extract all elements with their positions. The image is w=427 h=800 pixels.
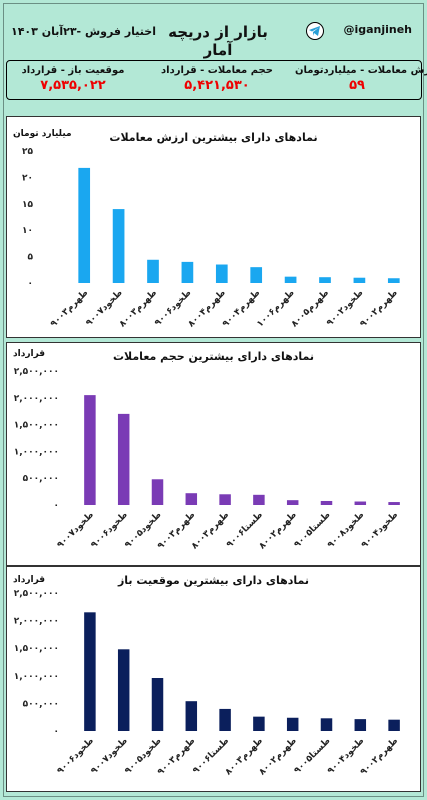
y-tick-label: ۰: [28, 279, 34, 289]
open-interest-plot: ۰ ۵۰۰,۰۰۰ ۱,۰۰۰,۰۰۰ ۱,۵۰۰,۰۰۰ ۲,۰۰۰,۰۰۰ ۲,۵۰۰…: [14, 589, 401, 777]
y-tick-label: ۵۰۰,۰۰۰: [23, 699, 59, 709]
open-interest-stat: موقعیت باز - قرارداد ۷,۵۳۵,۰۲۲: [11, 65, 135, 93]
bar: [253, 716, 265, 731]
bar: [250, 267, 263, 283]
bar: [112, 209, 125, 283]
chart-title: نمادهای دارای بیشترین ارزش معاملات: [109, 131, 318, 144]
x-tick-label: طهرم۸۰۰۵: [290, 288, 331, 329]
y-tick-label: ۲,۵۰۰,۰۰۰: [14, 367, 59, 377]
bar: [117, 649, 130, 731]
y-tick-label: ۵۰۰,۰۰۰: [23, 474, 59, 484]
bar: [147, 259, 159, 283]
bar: [185, 701, 198, 731]
y-tick-label: ۱,۰۰۰,۰۰۰: [14, 447, 59, 457]
trade-value-plot: ۰۵۱۰۱۵۲۰۲۵طهرم۹۰۰۳طخود۹۰۰۷طهرم۸۰۰۳طخود۹۰…: [22, 147, 400, 329]
bar: [151, 678, 164, 731]
bar: [215, 264, 228, 283]
bar: [219, 494, 231, 505]
bar: [388, 719, 400, 731]
y-tick-label: ۲,۰۰۰,۰۰۰: [14, 394, 59, 404]
bar: [151, 479, 164, 505]
bar: [286, 717, 299, 731]
bar: [181, 261, 194, 283]
bar: [84, 395, 96, 505]
bar: [78, 167, 91, 283]
outer-frame: [3, 3, 424, 797]
y-tick-label: ۵: [28, 253, 34, 263]
y-axis-label: قرارداد: [13, 575, 46, 585]
x-tick-label: طهرم۹۰۰۲: [358, 288, 399, 329]
y-tick-label: ۱,۰۰۰,۰۰۰: [14, 672, 59, 682]
summary-stats: موقعیت باز - قرارداد ۷,۵۳۵,۰۲۲ حجم معامل…: [6, 60, 427, 100]
bar: [84, 612, 96, 731]
trade-value-value: ۵۹: [349, 78, 365, 93]
y-tick-label: ۲۵: [22, 147, 33, 157]
bar: [354, 719, 367, 731]
bar: [319, 277, 331, 283]
volume-value: ۵,۴۲۱,۵۳۰: [184, 78, 250, 93]
y-tick-label: ۱۰: [22, 226, 33, 236]
chart-title: نمادهای دارای بیشترین حجم معاملات: [112, 350, 315, 363]
report-date: اختیار فروش -۲۳آبان ۱۴۰۳: [11, 25, 156, 38]
y-tick-label: ۰: [54, 727, 60, 737]
open-interest-value: ۷,۵۳۵,۰۲۲: [40, 78, 106, 93]
y-tick-label: ۱,۵۰۰,۰۰۰: [14, 644, 59, 654]
page-title: بازار از دریچه آمار: [168, 23, 268, 59]
bar: [284, 276, 297, 283]
telegram-icon: [306, 22, 324, 40]
bar: [185, 493, 198, 505]
bar: [253, 494, 265, 505]
trade-value-chart: نمادهای دارای بیشترین ارزش معاملات میلیا…: [6, 116, 421, 338]
open-interest-chart: نمادهای دارای بیشترین موقعیت باز قرارداد…: [6, 566, 421, 792]
y-tick-label: ۲,۵۰۰,۰۰۰: [14, 589, 59, 599]
bar: [354, 501, 367, 505]
header: اختیار فروش -۲۳آبان ۱۴۰۳ بازار از دریچه …: [3, 3, 424, 59]
x-tick-label: طهرم۹۰۰۳: [49, 288, 90, 329]
trade-value-stat: ارزش معاملات - میلیاردتومان ۵۹: [295, 65, 427, 93]
y-tick-label: ۱۵: [22, 200, 33, 210]
y-tick-label: ۲۰: [22, 173, 33, 183]
y-axis-label: میلیارد تومان: [13, 129, 72, 139]
channel-handle[interactable]: @iganjineh: [343, 23, 412, 36]
volume-chart: نمادهای دارای بیشترین حجم معاملات قراردا…: [6, 342, 421, 566]
volume-plot: ۰ ۵۰۰,۰۰۰ ۱,۰۰۰,۰۰۰ ۱,۵۰۰,۰۰۰ ۲,۰۰۰,۰۰۰ ۲,۵۰۰…: [14, 367, 401, 551]
bar: [320, 718, 333, 731]
x-tick-label: طخود۹۰۰۴: [360, 510, 400, 550]
volume-stat: حجم معاملات - قرارداد ۵,۴۲۱,۵۳۰: [155, 65, 279, 93]
open-interest-label: موقعیت باز - قرارداد: [21, 65, 125, 76]
y-tick-label: ۱,۵۰۰,۰۰۰: [14, 421, 59, 431]
bar: [387, 278, 400, 283]
y-tick-label: ۲,۰۰۰,۰۰۰: [14, 617, 59, 627]
y-tick-label: ۰: [54, 501, 60, 511]
chart-title: نمادهای دارای بیشترین موقعیت باز: [117, 574, 310, 587]
volume-label: حجم معاملات - قرارداد: [161, 65, 273, 76]
x-tick-label: طهرم۸۰۰۳: [118, 288, 159, 329]
bar: [388, 502, 400, 505]
y-axis-label: قرارداد: [13, 349, 46, 359]
bar: [353, 277, 366, 283]
trade-value-label: ارزش معاملات - میلیاردتومان: [295, 65, 427, 76]
bar: [286, 500, 299, 505]
bar: [117, 413, 130, 505]
bar: [219, 708, 231, 731]
bar: [320, 500, 333, 505]
